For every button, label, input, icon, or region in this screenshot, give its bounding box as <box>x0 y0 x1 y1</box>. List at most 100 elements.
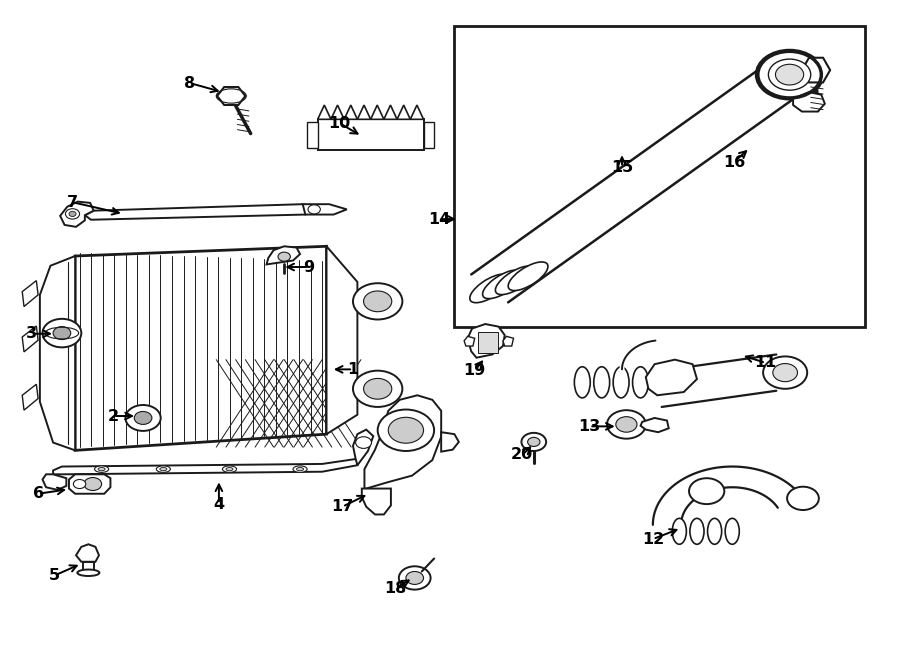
Polygon shape <box>75 247 327 450</box>
Polygon shape <box>472 61 808 302</box>
Circle shape <box>773 364 797 381</box>
Polygon shape <box>364 395 441 488</box>
Polygon shape <box>217 87 246 105</box>
Ellipse shape <box>594 367 609 398</box>
Ellipse shape <box>707 518 722 544</box>
Polygon shape <box>424 122 434 148</box>
Ellipse shape <box>613 367 629 398</box>
Circle shape <box>69 212 76 217</box>
Polygon shape <box>307 122 318 148</box>
Text: 13: 13 <box>578 419 600 434</box>
Polygon shape <box>69 475 111 494</box>
Polygon shape <box>371 105 383 120</box>
Polygon shape <box>464 336 474 346</box>
Ellipse shape <box>77 570 99 576</box>
Circle shape <box>399 566 430 590</box>
Polygon shape <box>22 384 38 410</box>
Ellipse shape <box>293 466 307 473</box>
Text: 7: 7 <box>67 195 78 210</box>
Circle shape <box>378 410 434 451</box>
Polygon shape <box>40 256 75 450</box>
Circle shape <box>364 379 392 399</box>
Ellipse shape <box>633 367 648 398</box>
Ellipse shape <box>725 518 739 544</box>
Polygon shape <box>53 459 357 475</box>
Circle shape <box>356 437 372 448</box>
Text: 18: 18 <box>384 581 407 596</box>
Polygon shape <box>83 562 94 573</box>
Circle shape <box>66 209 79 219</box>
Polygon shape <box>42 475 67 490</box>
Polygon shape <box>22 281 38 307</box>
Polygon shape <box>468 324 505 358</box>
Text: 19: 19 <box>464 363 486 378</box>
Circle shape <box>84 477 102 490</box>
Text: 8: 8 <box>184 75 195 91</box>
Circle shape <box>521 433 546 451</box>
Bar <box>478 332 498 352</box>
Polygon shape <box>383 105 397 120</box>
Ellipse shape <box>222 466 237 473</box>
Text: 4: 4 <box>213 496 224 512</box>
Polygon shape <box>641 418 669 432</box>
Polygon shape <box>344 105 357 120</box>
Ellipse shape <box>574 367 590 398</box>
Text: 16: 16 <box>723 155 745 170</box>
Ellipse shape <box>690 518 704 544</box>
Circle shape <box>353 371 402 407</box>
Ellipse shape <box>157 466 170 473</box>
Ellipse shape <box>482 270 522 299</box>
Circle shape <box>74 479 86 488</box>
Circle shape <box>308 205 320 214</box>
Polygon shape <box>357 105 371 120</box>
Polygon shape <box>503 336 514 346</box>
Circle shape <box>607 410 646 439</box>
Circle shape <box>689 478 724 504</box>
Polygon shape <box>397 105 410 120</box>
Circle shape <box>616 416 637 432</box>
Ellipse shape <box>98 467 105 471</box>
Text: 5: 5 <box>50 568 60 583</box>
Circle shape <box>364 291 392 312</box>
Polygon shape <box>318 120 424 151</box>
Polygon shape <box>793 92 824 112</box>
Polygon shape <box>353 430 374 465</box>
Circle shape <box>125 405 161 431</box>
Circle shape <box>53 327 71 340</box>
Polygon shape <box>85 204 316 219</box>
Text: 17: 17 <box>331 499 354 514</box>
Text: 15: 15 <box>611 160 633 175</box>
Polygon shape <box>802 58 830 83</box>
Circle shape <box>278 252 291 261</box>
Circle shape <box>388 417 424 444</box>
Ellipse shape <box>296 467 303 471</box>
Polygon shape <box>652 467 803 525</box>
Ellipse shape <box>495 266 536 295</box>
Polygon shape <box>266 247 300 264</box>
Ellipse shape <box>160 467 166 471</box>
Circle shape <box>527 438 540 446</box>
Text: 20: 20 <box>511 447 534 463</box>
Polygon shape <box>410 105 424 120</box>
Polygon shape <box>646 360 697 395</box>
Ellipse shape <box>672 518 687 544</box>
Ellipse shape <box>470 274 509 303</box>
Polygon shape <box>662 354 777 407</box>
Circle shape <box>763 356 807 389</box>
Circle shape <box>769 59 811 90</box>
Polygon shape <box>302 204 346 215</box>
Polygon shape <box>327 247 357 434</box>
Polygon shape <box>22 326 38 352</box>
Polygon shape <box>362 488 391 514</box>
Polygon shape <box>318 105 331 120</box>
Text: 1: 1 <box>347 362 358 377</box>
Polygon shape <box>331 105 344 120</box>
Circle shape <box>134 411 152 424</box>
Circle shape <box>406 572 424 584</box>
Text: 12: 12 <box>642 531 664 547</box>
Polygon shape <box>441 432 459 451</box>
Circle shape <box>788 486 819 510</box>
Text: 14: 14 <box>428 212 451 227</box>
Circle shape <box>353 283 402 319</box>
Circle shape <box>776 64 804 85</box>
